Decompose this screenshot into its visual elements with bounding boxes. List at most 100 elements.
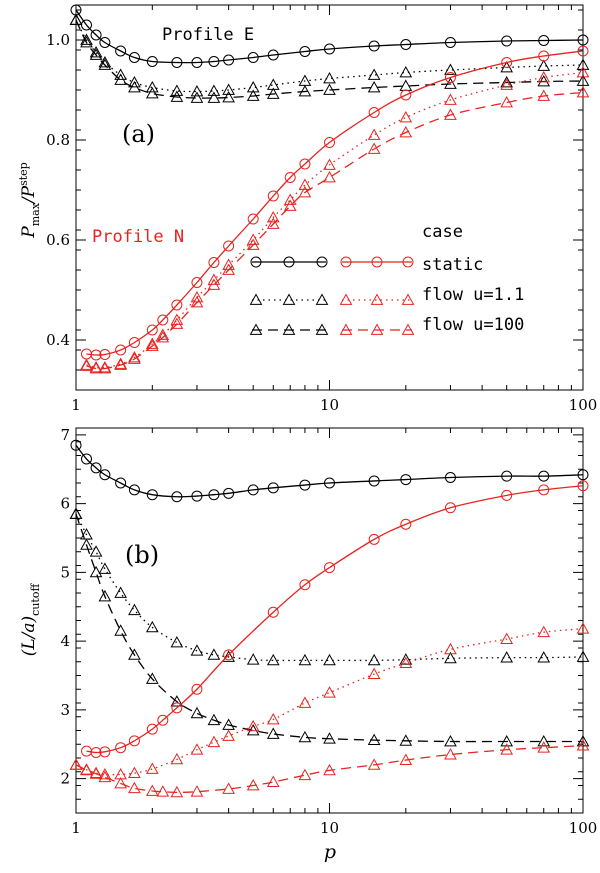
data-point-a-5-16 <box>367 142 381 154</box>
data-point-a-5-6 <box>156 330 170 343</box>
data-point-a-0-20 <box>577 34 589 46</box>
data-point-a-1-14 <box>323 71 336 84</box>
x-tick-label: 10 <box>320 819 339 837</box>
data-point-a-0-7 <box>171 57 183 68</box>
data-point-a-4-17 <box>399 110 413 123</box>
legend-marker-2-red-1 <box>370 323 384 335</box>
data-point-a-2-14 <box>323 83 336 95</box>
data-point-b-3-15 <box>444 502 456 514</box>
legend-marker-0-red-2 <box>402 256 414 268</box>
data-point-a-4-5 <box>145 337 159 349</box>
legend-marks <box>249 256 415 335</box>
ylabel-a-main: P <box>19 226 39 239</box>
data-point-b-0-17 <box>444 472 456 483</box>
data-point-b-2-10 <box>222 718 235 730</box>
data-point-a-5-18 <box>444 108 457 120</box>
data-point-a-1-1 <box>80 33 93 45</box>
data-point-b-3-3 <box>115 742 127 754</box>
data-point-a-5-9 <box>207 278 221 290</box>
data-point-b-2-8 <box>190 706 204 719</box>
data-point-a-5-20 <box>537 89 551 101</box>
y-tick-label: 6 <box>60 495 70 513</box>
data-point-a-2-13 <box>298 84 312 97</box>
data-point-a-3-9 <box>208 257 220 268</box>
data-point-b-2-14 <box>323 732 336 744</box>
data-point-a-5-10 <box>222 263 235 275</box>
data-point-b-5-0 <box>69 758 83 770</box>
data-point-b-3-17 <box>538 484 550 496</box>
data-point-a-3-1 <box>90 349 102 361</box>
data-point-a-2-9 <box>207 91 221 103</box>
data-point-a-5-7 <box>170 317 184 329</box>
data-point-b-1-9 <box>207 648 221 660</box>
data-point-a-5-19 <box>500 95 514 108</box>
data-point-b-3-6 <box>157 714 169 726</box>
data-point-b-2-7 <box>170 695 184 707</box>
data-point-b-5-19 <box>537 741 551 753</box>
data-point-a-0-8 <box>191 57 203 68</box>
legend-marker-2-red-0 <box>339 323 353 335</box>
data-point-a-4-14 <box>298 178 312 190</box>
data-point-b-4-10 <box>222 729 235 741</box>
data-point-a-2-6 <box>145 86 159 99</box>
y-tick-label: 1.0 <box>46 31 70 49</box>
data-point-b-1-7 <box>170 635 184 648</box>
data-point-a-0-19 <box>538 35 550 46</box>
data-point-b-2-4 <box>114 624 127 636</box>
data-point-a-2-3 <box>98 58 112 70</box>
data-point-a-2-4 <box>114 73 127 85</box>
data-point-a-5-2 <box>98 361 112 374</box>
data-point-b-4-15 <box>367 667 381 680</box>
data-point-a-4-15 <box>323 158 336 170</box>
data-point-a-4-16 <box>367 128 381 140</box>
data-point-a-3-11 <box>247 213 259 225</box>
data-point-a-0-13 <box>299 46 311 57</box>
data-point-a-2-0 <box>69 13 83 25</box>
data-point-b-0-2 <box>90 462 102 474</box>
panel-a-series <box>69 4 590 374</box>
data-point-b-5-3 <box>98 770 112 783</box>
legend-title: case <box>422 222 463 242</box>
data-point-a-0-2 <box>90 29 102 41</box>
data-point-a-2-18 <box>500 75 514 88</box>
data-point-b-1-18 <box>500 651 514 663</box>
data-point-b-4-20 <box>576 622 590 634</box>
series-line-b-2 <box>75 513 583 743</box>
panel-a-label: (a) <box>122 120 155 148</box>
legend-marker-1-black-2 <box>315 293 329 305</box>
data-point-a-5-8 <box>190 295 204 308</box>
data-point-b-3-16 <box>501 489 513 501</box>
data-point-a-3-7 <box>171 299 183 311</box>
data-point-b-0-19 <box>538 470 550 482</box>
data-point-b-2-3 <box>98 589 112 602</box>
data-point-b-4-12 <box>266 712 280 725</box>
legend-marker-0-black-2 <box>316 256 328 268</box>
data-point-b-0-13 <box>299 479 311 491</box>
data-point-b-2-13 <box>298 730 312 743</box>
data-point-b-5-6 <box>145 784 159 796</box>
data-point-a-5-12 <box>266 217 280 229</box>
data-point-b-1-14 <box>323 653 336 666</box>
data-point-a-3-2 <box>99 349 111 360</box>
legend: case static flow u=1.1 flow u=100 <box>249 222 524 335</box>
data-point-b-2-16 <box>399 734 413 746</box>
data-point-b-3-4 <box>128 735 140 747</box>
ylabel-a-sep: /P <box>19 185 39 205</box>
data-point-b-2-17 <box>444 734 457 747</box>
data-point-b-1-19 <box>537 651 551 663</box>
panel-b-series <box>69 439 590 798</box>
data-point-b-0-14 <box>324 477 335 489</box>
ylabel-a-sub: max <box>29 202 42 226</box>
data-point-a-5-21 <box>576 85 590 98</box>
data-point-b-5-11 <box>246 778 260 791</box>
data-point-a-0-14 <box>324 43 335 55</box>
panel-b-ylabel: (L/a)cutoff <box>19 583 42 657</box>
data-point-a-0-5 <box>128 52 140 63</box>
data-point-a-1-9 <box>207 84 221 96</box>
data-point-b-5-17 <box>444 748 457 760</box>
data-point-b-1-10 <box>222 650 235 662</box>
data-point-a-4-19 <box>500 78 514 90</box>
data-point-b-2-19 <box>537 734 551 747</box>
data-point-a-2-8 <box>190 91 204 103</box>
